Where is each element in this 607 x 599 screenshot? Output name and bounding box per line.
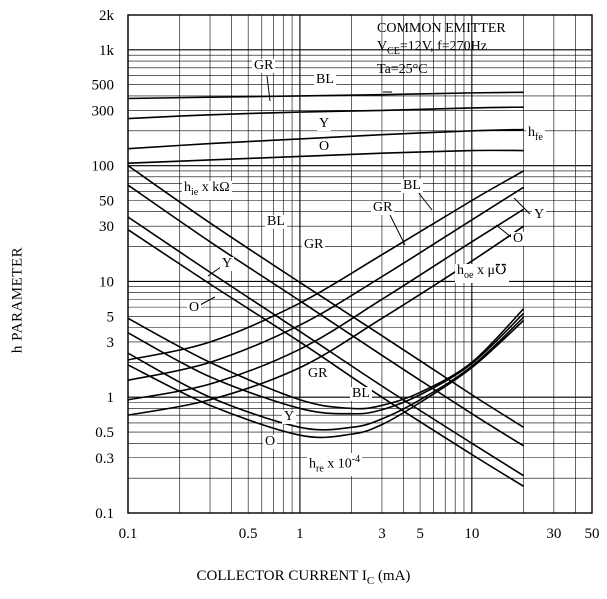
x-tick-label: 10: [464, 526, 479, 542]
hre-rank-y-label: Y: [282, 409, 297, 424]
hoe-rank-o-label: O: [511, 231, 526, 246]
x-tick-label: 50: [585, 526, 600, 542]
leader-hoe-o: [495, 224, 512, 238]
plot-frame: [127, 14, 593, 514]
hie-rank-gr-label: GR: [302, 237, 326, 252]
hoe-label: hoe x μ℧: [455, 264, 509, 283]
x-tick-label: 5: [416, 526, 424, 542]
y-tick-label: 30: [99, 219, 114, 235]
hfe-rank-y-label: Y: [317, 116, 332, 131]
leader-hoe-y: [513, 197, 531, 215]
y-tick-label: 500: [92, 78, 115, 94]
y-tick-label: 100: [92, 159, 115, 175]
x-tick-label: 0.1: [119, 526, 138, 542]
y-tick-label: 10: [99, 274, 114, 290]
curve-hre-o: [127, 319, 525, 439]
hre-rank-bl-label: BL: [350, 386, 372, 401]
condition-vce-sub: CE: [387, 45, 400, 57]
curve-hoe-bl: [127, 170, 524, 361]
curve-hie-y: [127, 216, 525, 477]
curves: [127, 75, 531, 488]
y-tick-label: 0.3: [95, 451, 114, 467]
curve-hoe-o: [127, 225, 525, 416]
leader-hfe-gr: [266, 75, 271, 102]
y-tick-label: 1: [107, 390, 115, 406]
hfe-label-sub: fe: [535, 131, 543, 143]
y-tick-label: 3: [107, 335, 115, 351]
hie-label-main: h: [184, 180, 191, 195]
hie-rank-bl-label: BL: [265, 214, 287, 229]
curve-hoe-gr: [127, 186, 525, 382]
hie-label-sub: ie: [191, 186, 199, 198]
hfe-label-main: h: [528, 125, 535, 140]
y-tick-label: 5: [107, 309, 115, 325]
x-tick-label: 1: [296, 526, 304, 542]
hoe-label-sub: oe: [464, 269, 474, 281]
curve-hfe-o: [127, 149, 524, 164]
hoe-rank-gr-label: GR: [371, 200, 395, 215]
hoe-rank-y-label: Y: [532, 207, 547, 222]
x-axis-label-text: COLLECTOR CURRENT I: [196, 568, 367, 584]
condition-vce: V: [377, 39, 388, 54]
tick-labels: 0.1 0.5 1 3 5 10 30 50 0.1 0.3 0.5 1 3 5 10 30 50 100 300 5…: [92, 8, 600, 542]
hie-label: hie x kΩ: [182, 181, 232, 200]
x-axis-label: COLLECTOR CURRENT IC (mA): [0, 568, 607, 587]
x-axis-label-sub: C: [366, 575, 375, 587]
y-axis-label-wrap: h PARAMETER: [6, 200, 30, 400]
condition-line-3: Ta=25°C: [377, 61, 428, 77]
y-tick-label: 300: [92, 103, 115, 119]
hre-label-exp: -4: [351, 454, 361, 465]
hre-rank-gr-label: GR: [306, 366, 330, 381]
curve-hfe-bl: [127, 106, 524, 120]
hfe-rank-o-label: O: [317, 139, 332, 154]
x-tick-label: 0.5: [239, 526, 258, 542]
hie-rank-o-label: O: [187, 300, 202, 315]
hre-rank-o-label: O: [263, 434, 278, 449]
condition-line-1: COMMON EMITTER: [377, 21, 506, 36]
y-tick-label: 0.5: [95, 425, 114, 441]
y-tick-label: 50: [99, 193, 114, 209]
hoe-label-unit: x μ℧: [476, 263, 507, 278]
curve-hie-gr: [127, 164, 525, 428]
leader-hoe-gr: [389, 214, 406, 246]
curve-hie-bl: [127, 184, 525, 447]
hre-label-main: h: [309, 456, 316, 472]
hie-label-unit: x kΩ: [201, 180, 230, 195]
curve-hre-gr: [127, 312, 525, 415]
curve-hre-y: [127, 316, 525, 431]
curve-hfe-y: [127, 128, 524, 150]
hoe-rank-bl-label: BL: [401, 178, 423, 193]
condition-vce-value: =12V, f=270Hz: [399, 39, 487, 54]
condition-line-2: VCE=12V, f=270Hz: [377, 38, 506, 61]
y-axis-label: h PARAMETER: [9, 246, 26, 354]
curve-hoe-y: [127, 208, 525, 401]
hoe-label-main: h: [457, 263, 464, 278]
hie-rank-y-label: Y: [220, 256, 235, 271]
hfe-rank-gr-label: GR: [252, 58, 276, 73]
x-axis-label-unit: (mA): [377, 568, 411, 584]
hfe-label: hfe: [526, 126, 545, 145]
hre-label-sub: re: [316, 463, 324, 475]
curve-hre-bl: [127, 308, 525, 410]
x-tick-label: 3: [378, 526, 386, 542]
y-tick-label: 1k: [99, 43, 115, 59]
hre-label-unit: x 10: [327, 456, 352, 472]
y-tick-label: 0.1: [95, 506, 114, 522]
hfe-rank-bl-label: BL: [314, 72, 336, 87]
x-tick-label: 30: [546, 526, 561, 542]
hre-label: hre x 10-4: [307, 453, 363, 477]
y-tick-label: 2k: [99, 8, 115, 24]
leader-hie-o: [199, 296, 216, 306]
leader-hoe-bl: [417, 191, 433, 211]
test-conditions: COMMON EMITTER VCE=12V, f=270Hz Ta=25°C: [377, 20, 506, 79]
curve-hfe-gr: [127, 91, 524, 100]
curve-hie-o: [127, 228, 525, 488]
